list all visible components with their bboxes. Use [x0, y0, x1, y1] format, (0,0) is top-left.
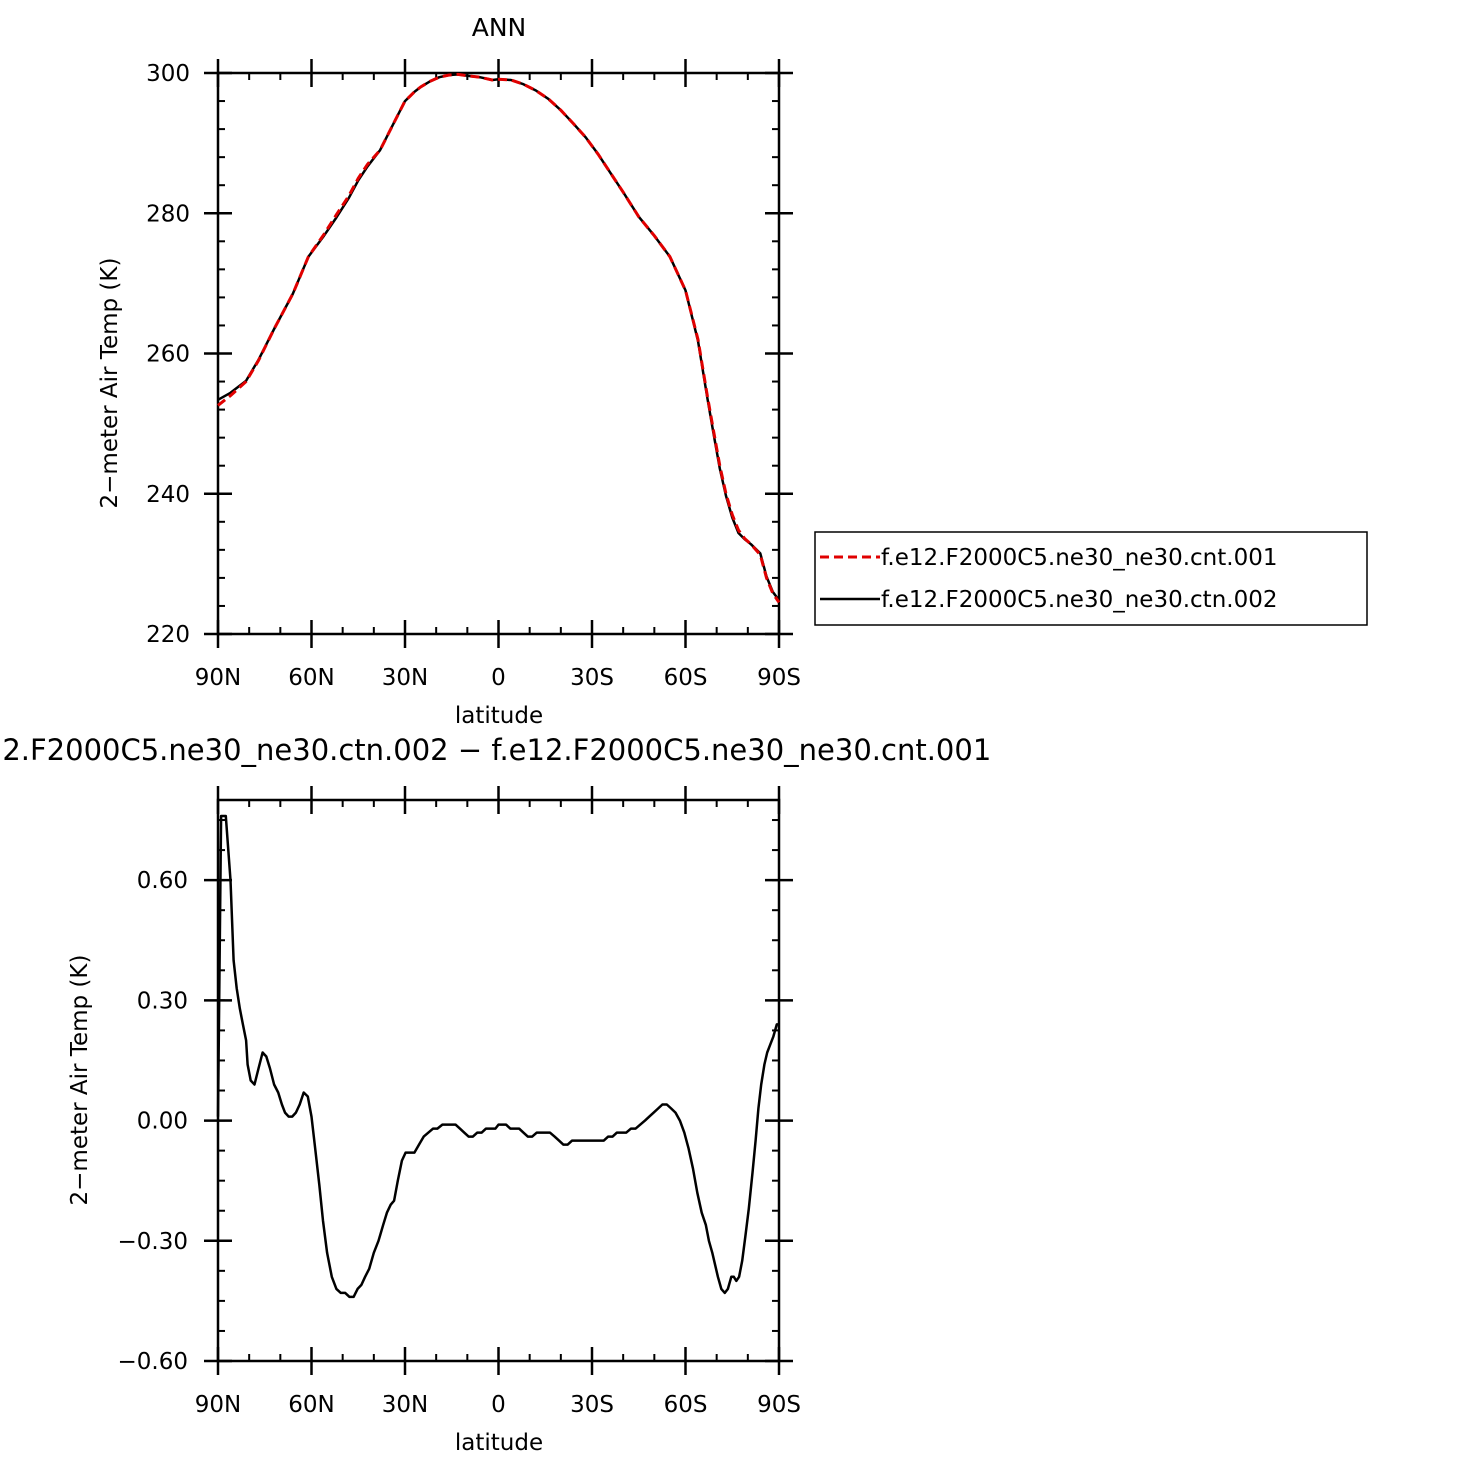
top-plot-frame — [216, 71, 781, 636]
top-x-tick-label: 0 — [491, 665, 506, 691]
bottom-x-tick-label: 90N — [195, 1392, 241, 1418]
legend: f.e12.F2000C5.ne30_ne30.cnt.001 f.e12.F2… — [814, 531, 1368, 626]
top-y-tick-label: 260 — [146, 342, 190, 368]
bottom-x-tick-label: 30S — [570, 1392, 614, 1418]
bottom-series-lines — [216, 814, 779, 1299]
top-panel: ANN 90N 60N 30N 0 30S 60S 90S 220 240 260 280 300 l… — [97, 13, 1368, 729]
top-y-minor-ticks — [218, 72, 779, 635]
bottom-x-tick-label: 60S — [664, 1392, 708, 1418]
bottom-panel: f.e12.F2000C5.ne30_ne30.ctn.002 − f.e12.… — [0, 733, 991, 1456]
bottom-y-tick-label: −0.30 — [118, 1229, 188, 1255]
top-x-axis-label: latitude — [455, 703, 543, 729]
bottom-x-minor-ticks — [217, 800, 780, 1361]
top-series-line-2 — [217, 73, 781, 602]
top-series-lines — [217, 72, 781, 604]
top-y-tick-label: 300 — [146, 61, 190, 87]
legend-label-series-1: f.e12.F2000C5.ne30_ne30.cnt.001 — [881, 545, 1277, 571]
bottom-x-tick-label: 60N — [288, 1392, 334, 1418]
top-y-tick-label: 240 — [146, 482, 190, 508]
top-x-tick-label: 60S — [664, 665, 708, 691]
bottom-x-ticks: 90N 60N 30N 0 30S 60S 90S — [195, 786, 801, 1418]
top-y-axis-label: 2−meter Air Temp (K) — [97, 258, 123, 509]
top-x-ticks: 90N 60N 30N 0 30S 60S 90S — [195, 59, 801, 691]
top-y-ticks: 220 240 260 280 300 — [146, 61, 793, 648]
bottom-y-ticks: −0.60 −0.30 0.00 0.30 0.60 — [118, 868, 793, 1375]
bottom-y-minor-ticks — [218, 819, 779, 1362]
top-x-tick-label: 30S — [570, 665, 614, 691]
top-chart-title: ANN — [472, 13, 527, 42]
bottom-chart-title: f.e12.F2000C5.ne30_ne30.ctn.002 − f.e12.… — [0, 733, 991, 767]
top-x-tick-label: 30N — [382, 665, 428, 691]
bottom-y-tick-label: 0.60 — [137, 868, 188, 894]
bottom-x-tick-label: 90S — [757, 1392, 801, 1418]
legend-box — [814, 531, 1368, 626]
top-y-tick-label: 280 — [146, 201, 190, 227]
top-x-tick-label: 60N — [288, 665, 334, 691]
bottom-y-tick-label: 0.30 — [137, 988, 188, 1014]
bottom-x-axis-label: latitude — [455, 1430, 543, 1456]
bottom-y-tick-label: 0.00 — [137, 1109, 188, 1135]
legend-label-series-2: f.e12.F2000C5.ne30_ne30.ctn.002 — [881, 587, 1277, 613]
bottom-plot-frame — [216, 798, 781, 1363]
bottom-axes: 90N 60N 30N 0 30S 60S 90S −0.60 −0.30 0.00 0.30 0.6… — [118, 786, 801, 1418]
top-x-minor-ticks — [217, 73, 780, 634]
bottom-x-tick-label: 30N — [382, 1392, 428, 1418]
bottom-y-tick-label: −0.60 — [118, 1349, 188, 1375]
top-axes: 90N 60N 30N 0 30S 60S 90S 220 240 260 280 300 — [146, 59, 801, 691]
top-series-line-1 — [217, 72, 781, 604]
bottom-y-axis-label: 2−meter Air Temp (K) — [67, 955, 93, 1206]
top-x-tick-label: 90N — [195, 665, 241, 691]
bottom-series-line-1 — [216, 814, 779, 1299]
bottom-x-tick-label: 0 — [491, 1392, 506, 1418]
top-y-tick-label: 220 — [146, 622, 190, 648]
top-x-tick-label: 90S — [757, 665, 801, 691]
